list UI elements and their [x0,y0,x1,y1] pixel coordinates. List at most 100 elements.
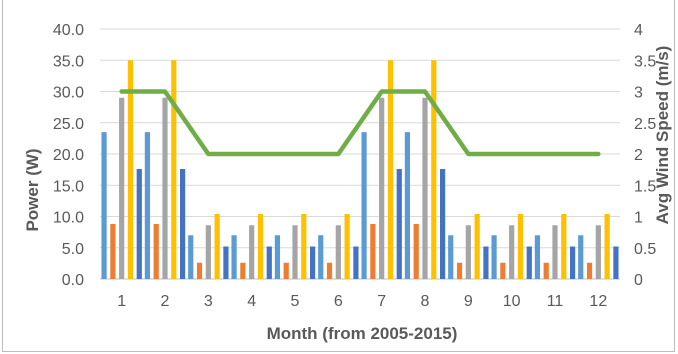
y2-tick-label: 2.5 [634,116,656,133]
bars [101,60,619,279]
bar [231,235,237,279]
y-axis-ticks: 0.0 5.0 10.0 15.0 20.0 25.0 30.0 35.0 40.0 [53,22,84,289]
bar [205,225,211,279]
y2-tick-label: 4 [634,22,643,39]
bar [127,60,134,279]
bar [387,60,394,279]
bar [223,246,229,279]
bar [500,262,506,279]
bar [292,225,298,279]
y-tick-label: 5.0 [62,241,84,258]
x-tick-label: 9 [464,293,473,310]
bar [517,214,524,279]
bar [491,235,497,279]
bar [266,246,272,279]
y2-tick-label: 3.5 [634,53,656,70]
y-tick-label: 30.0 [53,85,84,102]
bar [162,97,168,279]
y2-axis-ticks: 0 0.5 1 1.5 2 2.5 3 3.5 4 [634,22,656,289]
series-line [119,89,601,157]
x-tick-label: 12 [589,293,607,310]
bar [404,132,410,279]
y2-tick-label: 1 [634,210,643,227]
bar [595,225,601,279]
bar [361,132,367,279]
bar [413,224,419,279]
bar [422,97,428,279]
x-tick-label: 10 [503,293,521,310]
y-tick-label: 35.0 [53,53,84,70]
y2-axis-title: Avg Wind Speed (m/s) [653,46,672,225]
bar [214,214,220,279]
bar [136,169,142,279]
bar [344,214,350,279]
x-axis-title: Month (from 2005-2015) [267,324,458,343]
bar [474,214,480,279]
x-tick-label: 3 [204,293,213,310]
bar [440,169,446,279]
bar [180,169,186,279]
bar [534,235,540,279]
bar [119,97,125,279]
x-tick-label: 6 [334,293,343,310]
bar [101,132,107,279]
x-tick-label: 2 [161,293,170,310]
bar [448,235,454,279]
y2-tick-label: 3 [634,85,643,102]
bar [171,60,177,279]
y2-tick-label: 0 [634,272,643,289]
wind-speed-line [119,89,601,157]
grid-lines [100,28,620,280]
x-tick-label: 11 [547,293,564,310]
x-tick-label: 7 [377,293,386,310]
y-axis-title: Power (W) [23,148,42,231]
bar [240,262,246,279]
bar [353,246,359,279]
bar [257,214,264,279]
bar [301,214,307,279]
bar [483,246,489,279]
x-tick-label: 8 [421,293,430,310]
x-tick-label: 4 [247,293,256,310]
bar [509,225,515,279]
bar [335,225,341,279]
bar [370,224,376,279]
y-tick-label: 15.0 [53,178,84,195]
bar [249,225,255,279]
y2-tick-label: 1.5 [634,178,656,195]
y-tick-label: 0.0 [62,272,84,289]
bar [613,246,619,279]
y-tick-label: 10.0 [53,210,84,227]
bar [561,214,567,279]
bar [526,246,532,279]
bar [283,262,289,279]
bar [396,169,402,279]
y-tick-label: 40.0 [53,22,84,39]
bar [431,60,437,279]
bar [188,235,194,279]
bar [586,262,593,279]
bar [153,224,159,279]
y2-tick-label: 0.5 [634,241,656,258]
bar [326,262,333,279]
bar [465,225,471,279]
bar [274,235,280,279]
bar [379,97,385,279]
x-axis-ticks: 1 2 3 4 5 6 7 8 9 10 11 12 [117,293,607,310]
bar [318,235,324,279]
bar [604,214,610,279]
x-tick-label: 5 [291,293,300,310]
y-tick-label: 25.0 [53,116,84,133]
bar [196,262,203,279]
x-tick-label: 1 [117,293,126,310]
bar [110,224,116,279]
bar [570,246,576,279]
bar [578,235,584,279]
bar [310,246,316,279]
bar [144,132,150,279]
bar [552,225,558,279]
bar [543,262,549,279]
